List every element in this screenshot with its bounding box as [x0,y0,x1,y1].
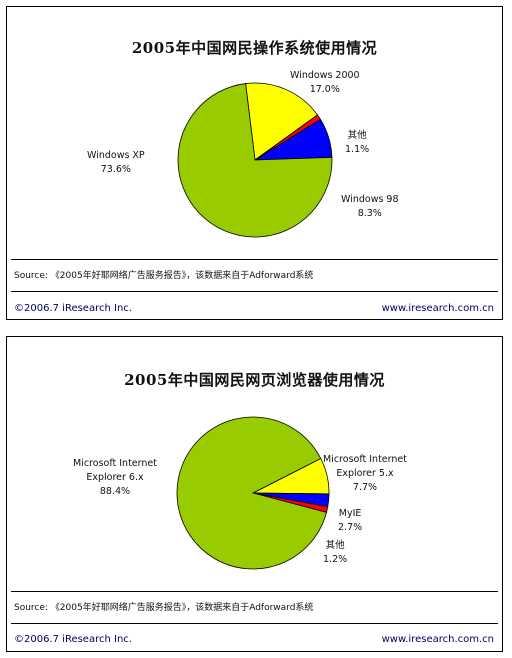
divider [11,291,498,292]
slice-label-ie6: Microsoft Internet Explorer 6.x 88.4% [73,458,157,497]
slice-label-other: 其他 1.2% [323,540,348,565]
source-note: Source: 《2005年好耶网络广告服务报告》，该数据来自于Adforwar… [14,271,314,281]
os-chart-panel: 2005年中国网民操作系统使用情况 Windows 2000 17.0% 其他 1.… [6,6,503,320]
slice-label-ie5: Microsoft Internet Explorer 5.x 7.7% [323,454,407,493]
os-pie-chart [177,82,333,238]
website-link[interactable]: www.iresearch.com.cn [381,634,494,645]
slice-label-windows-xp: Windows XP 73.6% [87,150,145,175]
pie-slice-3 [177,83,333,238]
slice-label-myie: MyIE 2.7% [338,508,363,533]
copyright: ©2006.7 iResearch Inc. [14,634,132,645]
slice-label-windows-2000: Windows 2000 17.0% [290,70,360,95]
copyright: ©2006.7 iResearch Inc. [14,303,132,314]
source-note: Source: 《2005年好耶网络广告服务报告》，该数据来自于Adforwar… [14,603,314,613]
pie-slice-0 [245,82,319,161]
divider [11,259,498,260]
pie-slice-3 [176,416,327,570]
chart-title: 2005年中国网民操作系统使用情况 [131,39,378,57]
chart-title: 2005年中国网民网页浏览器使用情况 [124,371,385,389]
divider [11,591,498,592]
slice-label-windows-98: Windows 98 8.3% [341,194,399,219]
browser-pie-chart [176,416,330,570]
website-link[interactable]: www.iresearch.com.cn [381,303,494,314]
browser-chart-panel: 2005年中国网民网页浏览器使用情况 Microsoft Internet Exp… [6,336,503,652]
divider [11,623,498,624]
slice-label-other: 其他 1.1% [345,130,370,155]
